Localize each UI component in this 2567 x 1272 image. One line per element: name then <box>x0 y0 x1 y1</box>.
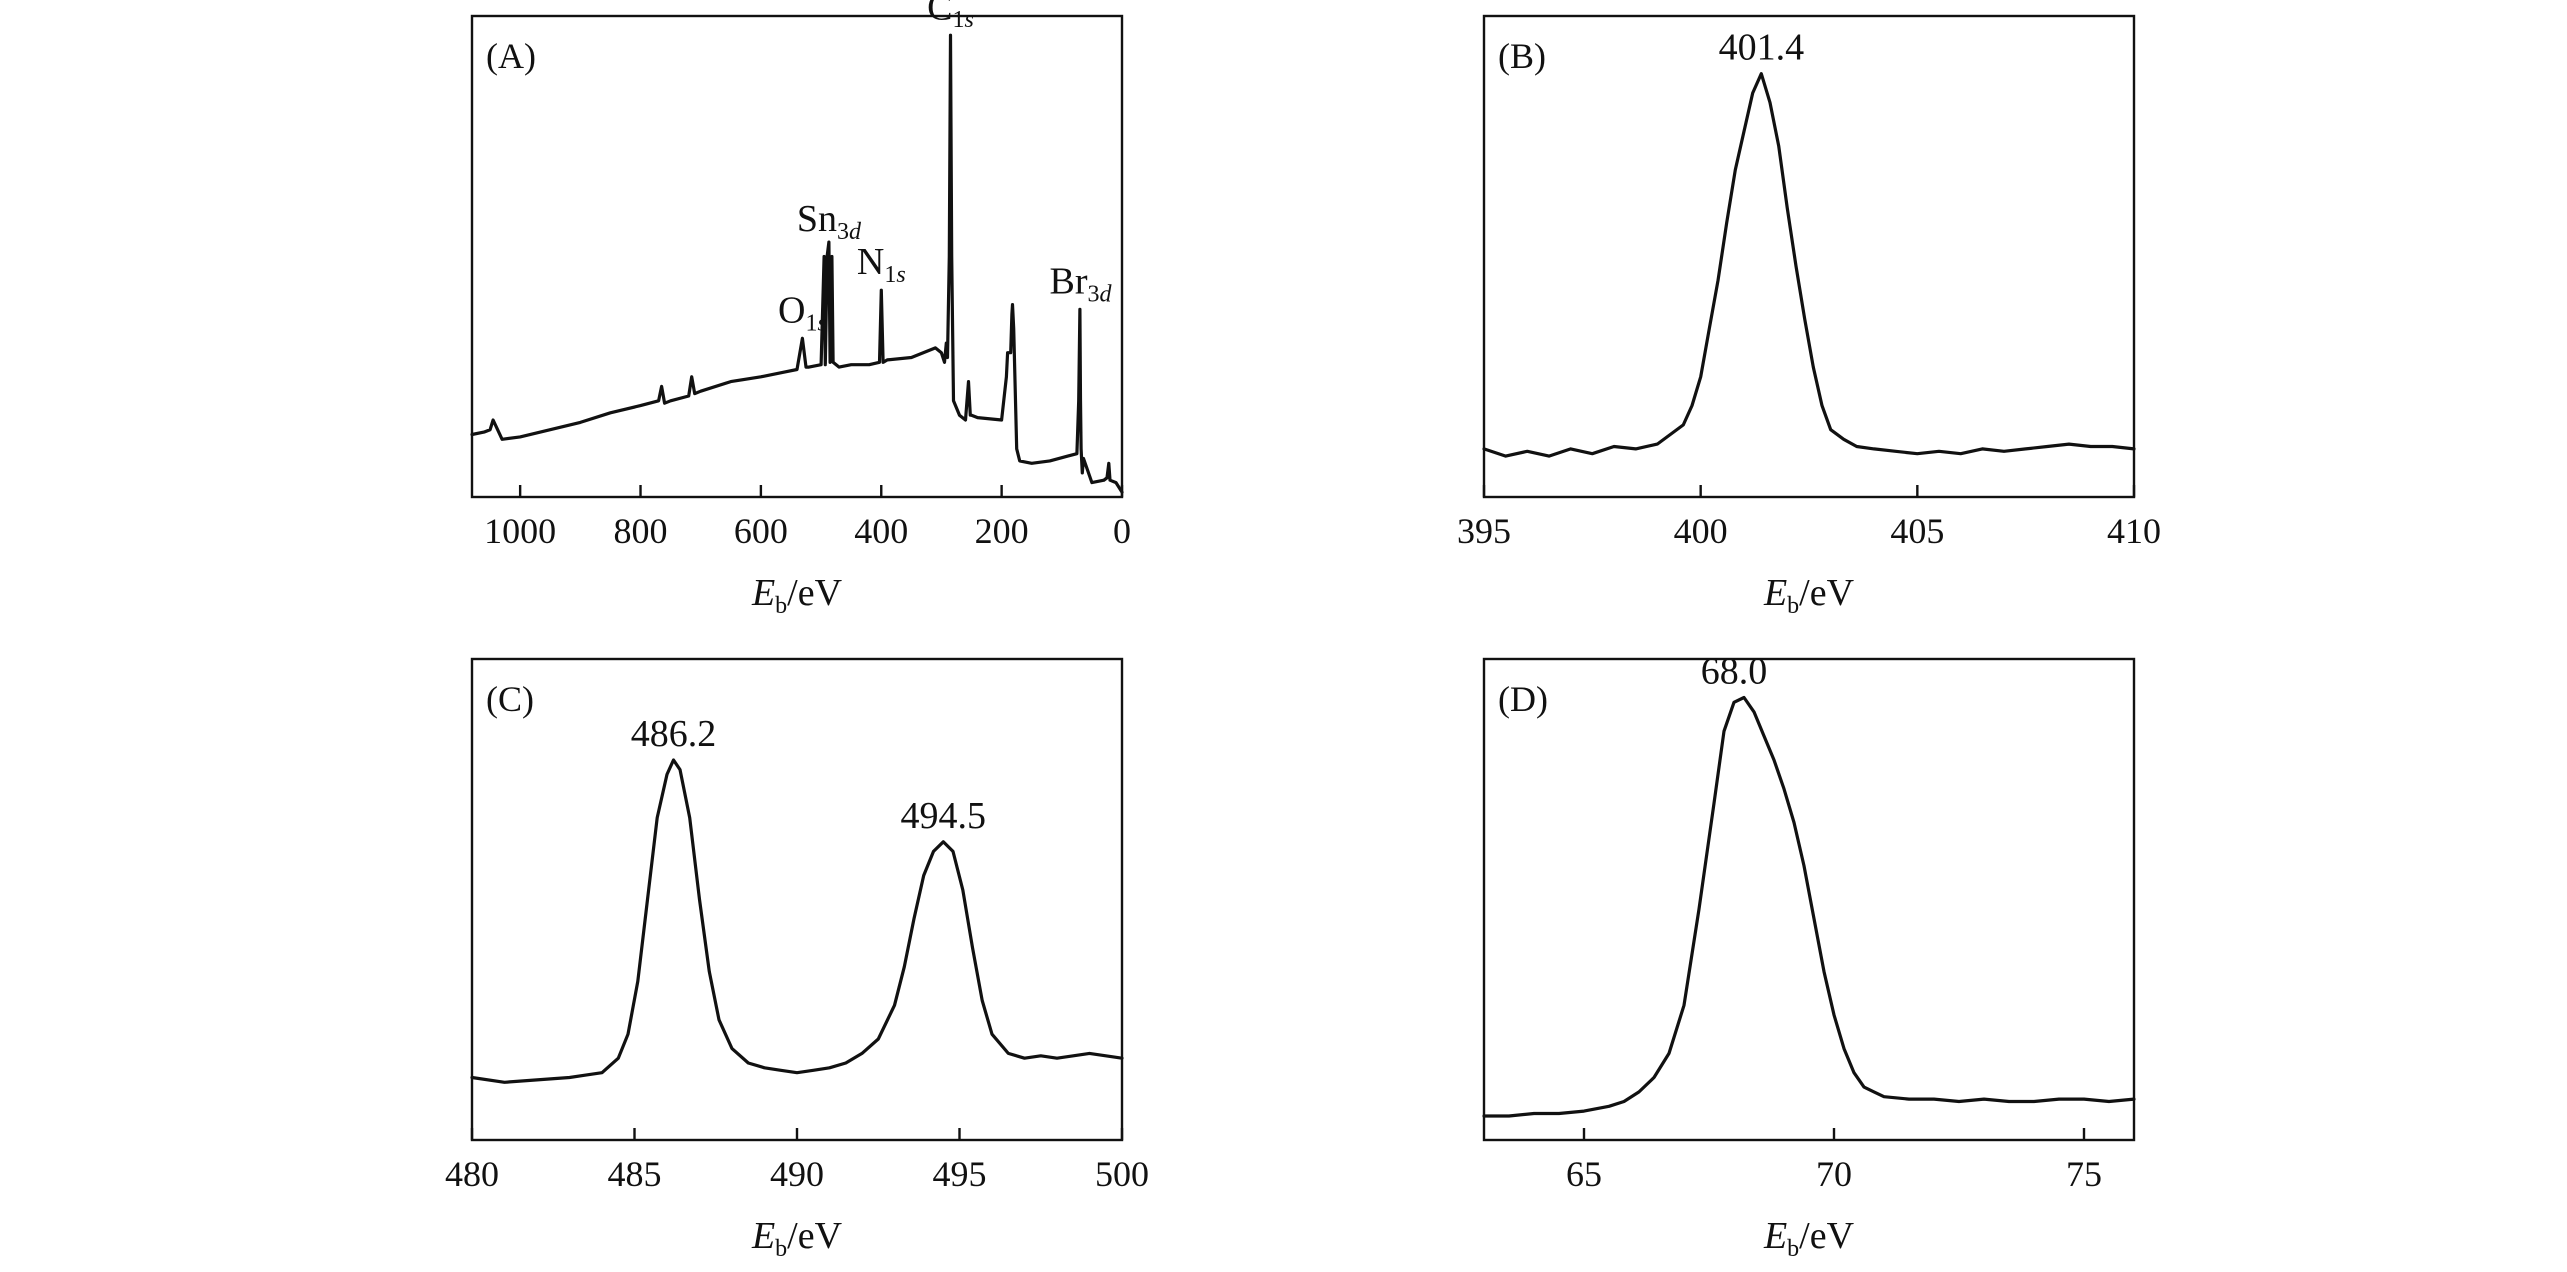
panel-a-peak-label-subscript-digit: 3 <box>837 219 849 245</box>
panel-d: 65 70 75 Eb/eV (D) 68.0 <box>1482 650 2136 1262</box>
panel-a-x-tick-label: 200 <box>975 511 1029 551</box>
panel-b-label: (B) <box>1498 36 1546 76</box>
panel-a-x-axis-label-subscript: b <box>775 593 787 619</box>
panel-a-peak-label-subscript-letter: d <box>849 219 862 245</box>
panel-a-peak-label-element: Br <box>1049 260 1087 302</box>
panel-a-x-tick-label: 600 <box>734 511 788 551</box>
panel-d-x-axis-label-symbol: E <box>1763 1215 1787 1257</box>
panel-c-x-tick-label: 480 <box>445 1154 499 1194</box>
panel-b-x-axis-label-subscript: b <box>1787 593 1799 619</box>
panel-b: 395 400 405 410 Eb/eV (B) 401.4 <box>1457 14 2161 619</box>
panel-a-peak-label: Br3d <box>1049 260 1112 307</box>
panel-a-peak-label-subscript-digit: 1 <box>805 310 817 336</box>
panel-c-x-tick-label: 490 <box>770 1154 824 1194</box>
panel-a-x-axis-label-symbol: E <box>751 572 775 614</box>
panel-a-x-axis-label-unit: /eV <box>787 572 842 614</box>
panel-a-frame <box>470 14 1124 499</box>
panel-a-x-tick-label: 800 <box>614 511 668 551</box>
panel-a-peak-label-element: C <box>927 0 952 28</box>
panel-a-peak-label-subscript-digit: 1 <box>884 262 896 288</box>
panel-d-label: (D) <box>1498 679 1548 719</box>
panel-c-x-axis-label-symbol: E <box>751 1215 775 1257</box>
panel-a-peak-label-subscript-letter: s <box>896 262 905 288</box>
panel-a-peak-label: C1s <box>927 0 974 33</box>
panel-d-frame <box>1482 657 2136 1142</box>
panel-d-x-axis-label: Eb/eV <box>1763 1215 1855 1262</box>
panel-c-x-axis-label-unit: /eV <box>787 1215 842 1257</box>
panel-d-x-axis-label-subscript: b <box>1787 1236 1799 1262</box>
panel-b-x-tick-label: 410 <box>2107 511 2161 551</box>
panel-a-peak-label: N1s <box>857 241 906 288</box>
panel-a-peak-label-element: O <box>778 289 805 331</box>
panel-d-x-tick-label: 70 <box>1816 1154 1852 1194</box>
panel-c-peak-label: 486.2 <box>631 713 717 755</box>
panel-a-peak-label-subscript-letter: d <box>1099 281 1112 307</box>
panel-a-x-tick-label: 400 <box>854 511 908 551</box>
panel-d-peak-label: 68.0 <box>1701 650 1768 692</box>
panel-c-x-axis-label: Eb/eV <box>751 1215 843 1262</box>
panel-a-peak-label: O1s <box>778 289 827 336</box>
panel-b-x-axis-label-symbol: E <box>1763 572 1787 614</box>
panel-b-x-tick-label: 405 <box>1890 511 1944 551</box>
panel-d-spectrum-line <box>1482 695 2136 1118</box>
panel-c-frame <box>470 657 1124 1142</box>
panel-d-x-axis-label-unit: /eV <box>1799 1215 1854 1257</box>
panel-a: 1000 800 600 400 200 0Eb/eV(A)C1sSn3dN1sO1sBr… <box>470 0 1131 619</box>
panel-a-peak-label-subscript-letter: s <box>964 7 973 33</box>
panel-b-peak-label: 401.4 <box>1719 27 1805 69</box>
panel-a-x-tick-label: 1000 <box>484 511 556 551</box>
panel-c-x-tick-label: 485 <box>608 1154 662 1194</box>
panel-a-x-tick-label: 0 <box>1113 511 1131 551</box>
panel-c-spectrum-line <box>470 758 1124 1084</box>
panel-a-peak-label-subscript-digit: 1 <box>952 7 964 33</box>
panel-d-x-tick-label: 75 <box>2066 1154 2102 1194</box>
panel-c-peak-label: 494.5 <box>901 795 987 837</box>
panel-b-x-axis-label-unit: /eV <box>1799 572 1854 614</box>
panel-b-frame <box>1482 14 2136 499</box>
panel-b-x-tick-label: 395 <box>1457 511 1511 551</box>
panel-c-x-axis-label-subscript: b <box>775 1236 787 1262</box>
panel-a-peak-label: Sn3d <box>797 198 862 245</box>
panel-b-spectrum-line <box>1482 72 2136 458</box>
panel-c-x-tick-label: 495 <box>933 1154 987 1194</box>
panel-a-peak-label-element: N <box>857 241 884 283</box>
panel-b-x-tick-label: 400 <box>1674 511 1728 551</box>
panel-a-spectrum-line <box>470 33 1124 494</box>
panel-a-peak-label-subscript-letter: s <box>817 310 826 336</box>
panel-a-peak-label-subscript-digit: 3 <box>1087 281 1099 307</box>
panel-b-x-axis-label: Eb/eV <box>1763 572 1855 619</box>
panel-c-label: (C) <box>486 679 534 719</box>
panel-a-x-axis-label: Eb/eV <box>751 572 843 619</box>
panel-a-peak-label-element: Sn <box>797 198 837 240</box>
panel-c: 480 485 490 495 500 Eb/eV (C) 486.2 494.5 <box>445 657 1149 1262</box>
panel-c-x-tick-label: 500 <box>1095 1154 1149 1194</box>
panel-d-x-tick-label: 65 <box>1566 1154 1602 1194</box>
panel-a-label: (A) <box>486 36 536 76</box>
